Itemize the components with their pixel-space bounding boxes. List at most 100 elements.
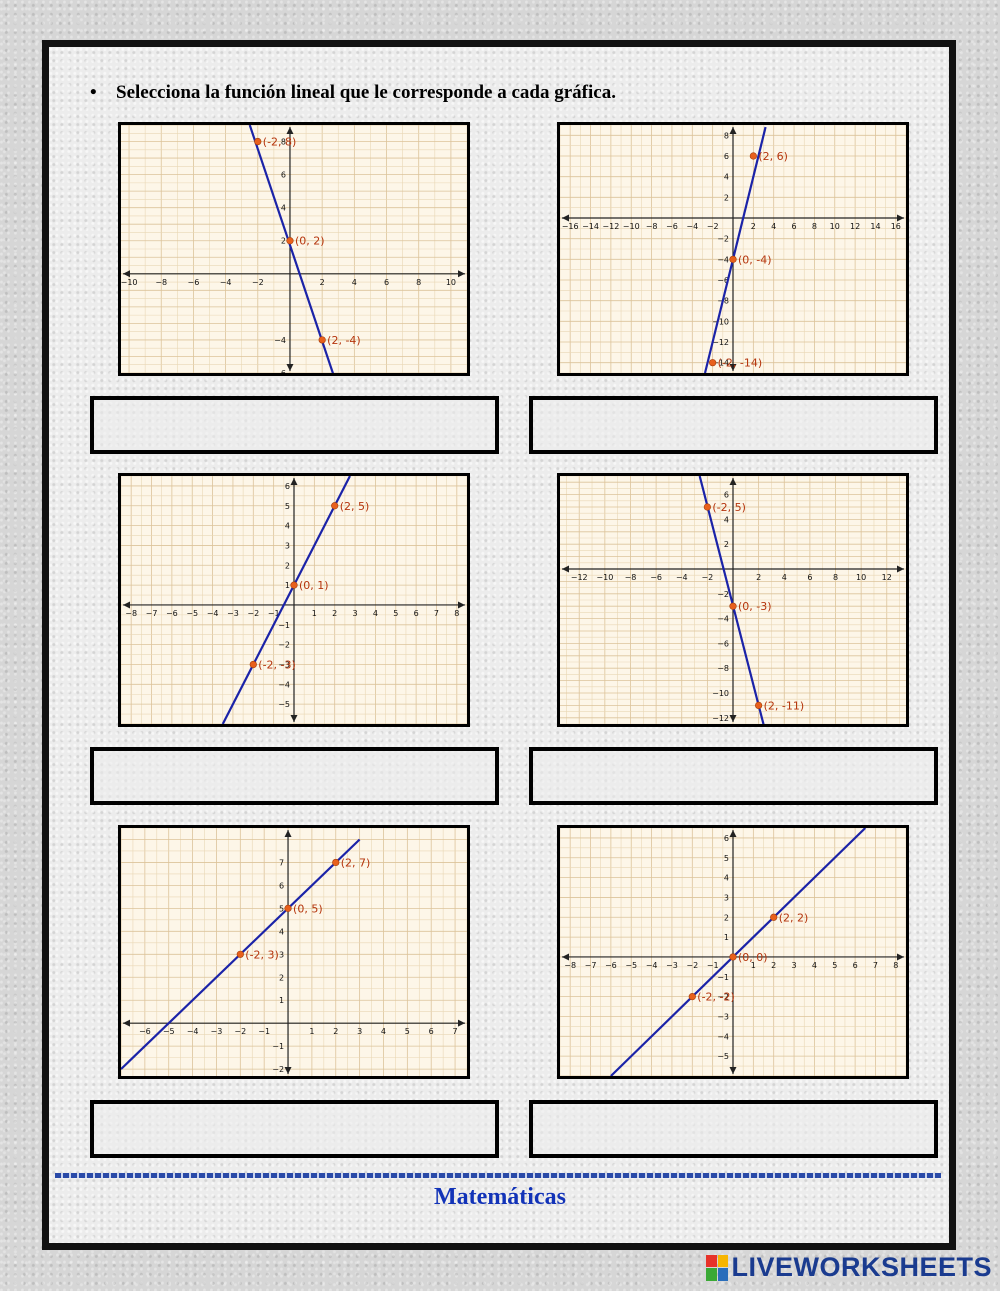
y-tick-label: −6 [274,369,286,373]
graph-6-plot: −8 −7 −6 −5 −4 −3 −2 −1 1 2 3 4 5 6 7 8 −5 −4 −3 −2 −1 1 2 3 4 5 6… [560,828,906,1076]
graph-5: −6 −5 −4 −3 −2 −1 1 2 3 4 5 6 7 −2 −1 1 2 3 4 5 6 7 (2, 7) (0, … [118,825,470,1079]
x-tick-label: −3 [227,609,239,618]
data-point [254,137,262,146]
x-tick-label: 5 [832,961,837,970]
x-tick-label: −2 [707,222,719,231]
y-tick-label: −1 [278,621,290,630]
data-point-label: (2, 7) [341,856,371,869]
graph-4-plot: −12 −10 −8 −6 −4 −2 2 4 6 8 10 12−12−10−8−6−4−2246(… [560,476,906,724]
x-tick-label: −3 [666,961,678,970]
x-tick-label: 8 [416,278,421,287]
x-tick-label: −4 [207,609,219,618]
y-tick-label: −1 [717,973,729,982]
y-tick-label: −6 [717,276,729,285]
x-axis-arrow-right [897,953,904,961]
x-tick-label: 2 [771,961,776,970]
logo-square-yellow [717,1254,729,1267]
y-tick-label: −2 [272,1065,284,1074]
x-axis-arrow-left [562,565,569,573]
data-point-label: (2, 6) [758,150,788,163]
y-axis-arrow-up [729,830,737,837]
x-tick-label: −12 [602,222,619,231]
y-tick-label: −4 [278,680,290,689]
x-tick-label: 14 [870,222,880,231]
y-tick-label: −2 [278,641,290,650]
y-tick-label: 5 [279,904,284,913]
data-point [332,858,340,867]
y-tick-label: 6 [724,834,729,843]
data-point-label: (0, 1) [299,579,329,592]
y-tick-label: 1 [279,996,284,1005]
data-point [236,950,244,958]
answer-box-6[interactable] [529,1100,938,1158]
x-tick-label: −14 [582,222,599,231]
function-line [698,476,765,724]
y-axis-arrow-down [729,715,737,722]
x-tick-label: −8 [125,609,137,618]
data-point-label: (2, 2) [779,911,809,924]
x-axis-arrow-right [897,214,904,222]
x-tick-label: 7 [434,609,439,618]
data-point [770,913,778,921]
answer-box-1[interactable] [90,396,499,454]
x-tick-label: 3 [792,961,797,970]
y-axis-arrow-up [290,478,298,485]
x-tick-label: 2 [751,222,756,231]
x-tick-label: 16 [891,222,901,231]
data-point-label: (0, 2) [295,235,325,248]
x-tick-label: 6 [384,278,389,287]
x-axis-arrow-right [897,565,904,573]
graph-2-plot: −16 −14 −12 −10 −8 −6 −4 −2 2 4 6 8 10 12 14 16−14−12−1… [560,125,906,373]
x-tick-label: −2 [234,1027,246,1036]
x-tick-label: 4 [812,961,817,970]
data-point [249,660,257,669]
y-tick-label: 3 [279,950,284,959]
answer-box-2[interactable] [529,396,938,454]
y-tick-label: −2 [717,993,729,1002]
liveworksheets-brand[interactable]: LIVEWORKSHEETS [706,1252,992,1283]
x-tick-label: 8 [833,573,838,582]
x-tick-label: 8 [893,961,898,970]
graph-4: −12 −10 −8 −6 −4 −2 2 4 6 8 10 12 −12 −10 −8 −6 −4 −2 2 4 6(… [557,473,909,727]
x-tick-label: 4 [771,222,776,231]
x-tick-label: −5 [186,609,198,618]
x-tick-label: 4 [373,609,378,618]
data-point [318,336,326,344]
answer-box-3[interactable] [90,747,499,805]
x-tick-label: −6 [650,573,662,582]
x-tick-label: −6 [666,222,678,231]
x-tick-label: 2 [756,573,761,582]
graph-2: −16 −14 −12 −10 −8 −6 −4 −2 2 4 6 8 10 12 14 16 −14 −12 −1… [557,122,909,376]
y-axis-arrow-up [729,127,737,134]
function-line [610,828,867,1076]
x-tick-label: −6 [139,1027,151,1036]
x-axis-arrow-left [123,1019,130,1027]
footer-divider [55,1173,941,1178]
y-axis-arrow-down [729,364,737,371]
data-point-label: (-2, -14) [718,357,763,370]
x-tick-label: 12 [882,573,892,582]
x-tick-label: 10 [830,222,840,231]
y-tick-label: 1 [285,581,290,590]
y-tick-label: 4 [724,874,729,883]
x-tick-label: 4 [352,278,357,287]
x-tick-label: −4 [187,1027,199,1036]
y-tick-label: −5 [717,1052,729,1061]
y-tick-label: 2 [281,237,286,246]
data-point [729,953,737,961]
data-point [729,255,737,263]
y-tick-label: −4 [717,1032,729,1041]
instruction-bullet: • [90,82,97,103]
x-tick-label: −6 [605,961,617,970]
y-tick-label: 6 [724,152,729,161]
instruction-text: • Selecciona la función lineal que le cor… [90,82,616,104]
y-tick-label: 4 [279,927,284,936]
x-axis-arrow-left [123,601,130,609]
x-axis-arrow-left [123,270,130,278]
answer-box-5[interactable] [90,1100,499,1158]
y-tick-label: 4 [724,173,729,182]
data-point-label: (-2, -3) [258,658,296,671]
answer-box-4[interactable] [529,747,938,805]
